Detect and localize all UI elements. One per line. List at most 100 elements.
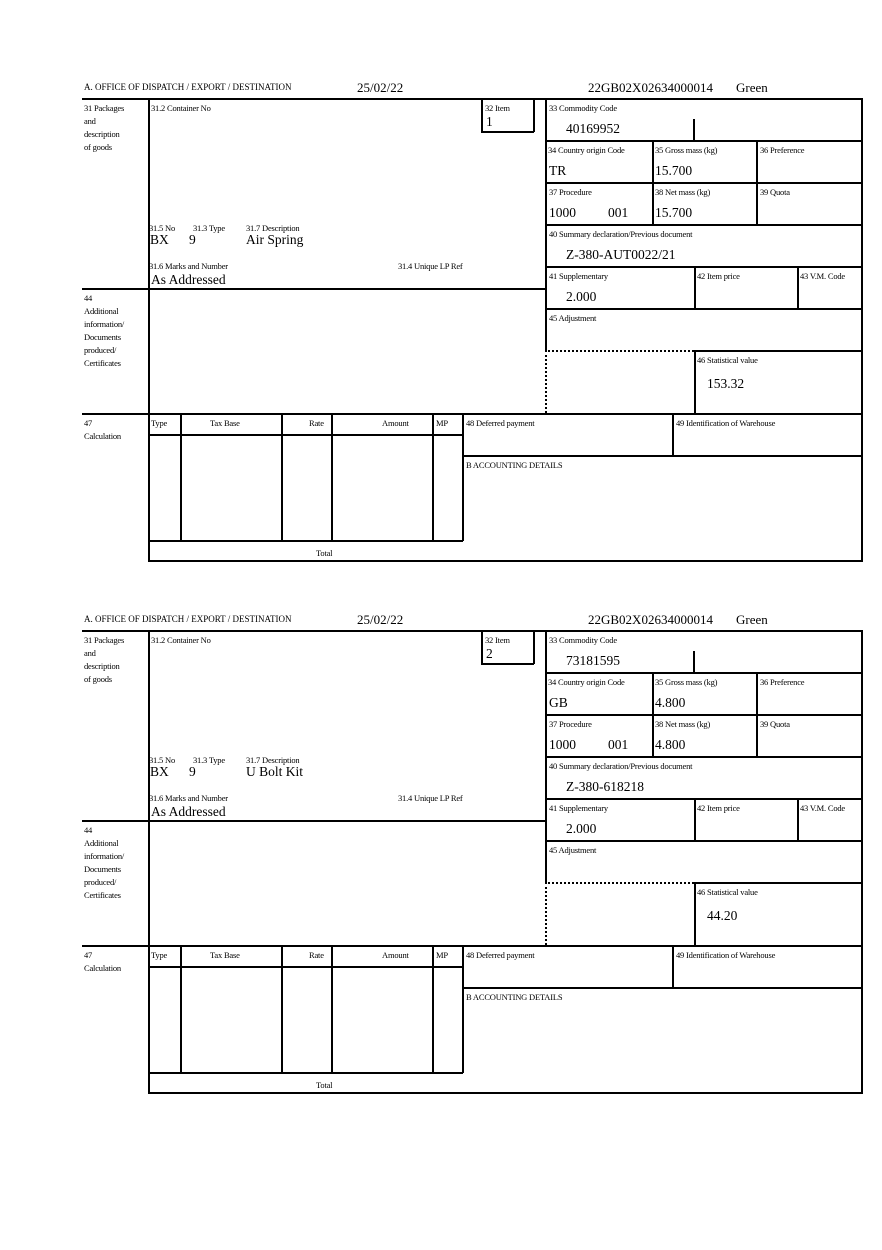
item-block-2: A. OFFICE OF DISPATCH / EXPORT / DESTINA…	[0, 532, 882, 1094]
gross-mass-label: 35 Gross mass (kg)	[655, 145, 718, 155]
unique-lp-ref-label: 31.4 Unique LP Ref	[398, 261, 463, 271]
previous-document: Z-380-AUT0022/21	[566, 247, 676, 262]
rule	[694, 266, 696, 309]
rule	[672, 413, 674, 456]
procedure-code: 1000	[549, 737, 576, 752]
rule	[462, 413, 464, 541]
rule	[545, 798, 863, 800]
adjustment-label: 45 Adjustment	[549, 845, 597, 855]
procedure-code: 1000	[549, 205, 576, 220]
gross-mass-label: 35 Gross mass (kg)	[655, 677, 718, 687]
commodity-code-label: 33 Commodity Code	[549, 635, 617, 645]
box-31-label: and	[84, 116, 96, 126]
marks-label: 31.6 Marks and Number	[149, 261, 228, 271]
net-mass: 4.800	[655, 737, 686, 752]
country-origin: TR	[549, 163, 567, 178]
package-type: 9	[189, 764, 196, 779]
warehouse-label: 49 Identification of Warehouse	[676, 950, 776, 960]
dotted-rule	[545, 350, 694, 352]
rule	[148, 1092, 863, 1094]
preference-label: 36 Preference	[760, 145, 805, 155]
item-number: 2	[486, 646, 493, 661]
supplementary-label: 41 Supplementary	[549, 803, 608, 813]
rule	[82, 820, 546, 822]
rule	[694, 798, 696, 841]
package-type: 9	[189, 232, 196, 247]
rule	[533, 630, 535, 664]
marks-value: As Addressed	[151, 804, 226, 819]
package-no-label: 31.5 No	[149, 755, 175, 765]
rule	[545, 756, 863, 758]
item-price-label: 42 Item price	[697, 271, 740, 281]
item-label: 32 Item	[485, 635, 510, 645]
statistical-value: 44.20	[707, 908, 738, 923]
package-type-label: 31.3 Type	[193, 223, 225, 233]
rule	[82, 413, 863, 415]
box-44-label: Documents	[84, 332, 121, 342]
rule	[694, 882, 863, 884]
vm-code-label: 43 V.M. Code	[800, 271, 845, 281]
rule	[694, 350, 696, 414]
commodity-code-label: 33 Commodity Code	[549, 103, 617, 113]
total-label: Total	[316, 548, 333, 558]
calc-column-header: MP	[436, 950, 448, 960]
rule	[797, 266, 799, 309]
gross-mass: 4.800	[655, 695, 686, 710]
package-no: BX	[150, 232, 169, 247]
container-no-label: 31.2 Container No	[151, 103, 211, 113]
rule	[148, 560, 863, 562]
box-44-label: information/	[84, 319, 125, 329]
rule	[82, 945, 863, 947]
box-47-label: Calculation	[84, 963, 121, 973]
rule	[545, 714, 863, 716]
unique-lp-ref-label: 31.4 Unique LP Ref	[398, 793, 463, 803]
box-47-label: 47	[84, 418, 93, 428]
supplementary-units: 2.000	[566, 289, 597, 304]
box-31-label: description	[84, 129, 120, 139]
box-31-label: of goods	[84, 142, 112, 152]
description-label: 31.7 Description	[246, 223, 300, 233]
rule	[756, 140, 758, 225]
accounting-details-label: B ACCOUNTING DETAILS	[466, 460, 563, 470]
dotted-rule	[545, 882, 547, 945]
procedure-additional: 001	[608, 737, 629, 752]
dotted-rule	[545, 350, 547, 413]
rule	[462, 987, 863, 989]
box-44-label: Certificates	[84, 358, 121, 368]
calc-column-header: Type	[151, 950, 168, 960]
rule	[861, 98, 863, 561]
package-no: BX	[150, 764, 169, 779]
rule	[331, 945, 333, 1073]
box-31-label: and	[84, 648, 96, 658]
route-status: Green	[736, 612, 768, 627]
rule	[481, 98, 483, 132]
declaration-reference: 22GB02X02634000014	[588, 80, 713, 95]
office-label: A. OFFICE OF DISPATCH / EXPORT / DESTINA…	[84, 614, 292, 624]
rule	[545, 182, 863, 184]
item-number: 1	[486, 114, 493, 129]
net-mass-label: 38 Net mass (kg)	[655, 719, 711, 729]
previous-document-label: 40 Summary declaration/Previous document	[549, 229, 693, 239]
box-44-label: Certificates	[84, 890, 121, 900]
supplementary-label: 41 Supplementary	[549, 271, 608, 281]
procedure-label: 37 Procedure	[549, 187, 592, 197]
declaration-reference: 22GB02X02634000014	[588, 612, 713, 627]
rule	[545, 266, 863, 268]
box-44-label: information/	[84, 851, 125, 861]
country-origin-label: 34 Country origin Code	[548, 677, 625, 687]
box-44-label: Additional	[84, 306, 119, 316]
rule	[545, 840, 863, 842]
rule	[462, 455, 863, 457]
rule	[281, 413, 283, 541]
statistical-value-label: 46 Statistical value	[697, 355, 758, 365]
item-block-1: A. OFFICE OF DISPATCH / EXPORT / DESTINA…	[0, 0, 882, 562]
rule	[432, 945, 434, 1073]
quota-label: 39 Quota	[760, 187, 790, 197]
rule	[694, 882, 696, 946]
procedure-additional: 001	[608, 205, 629, 220]
description-label: 31.7 Description	[246, 755, 300, 765]
rule	[432, 413, 434, 541]
rule	[481, 663, 534, 665]
rule	[533, 98, 535, 132]
